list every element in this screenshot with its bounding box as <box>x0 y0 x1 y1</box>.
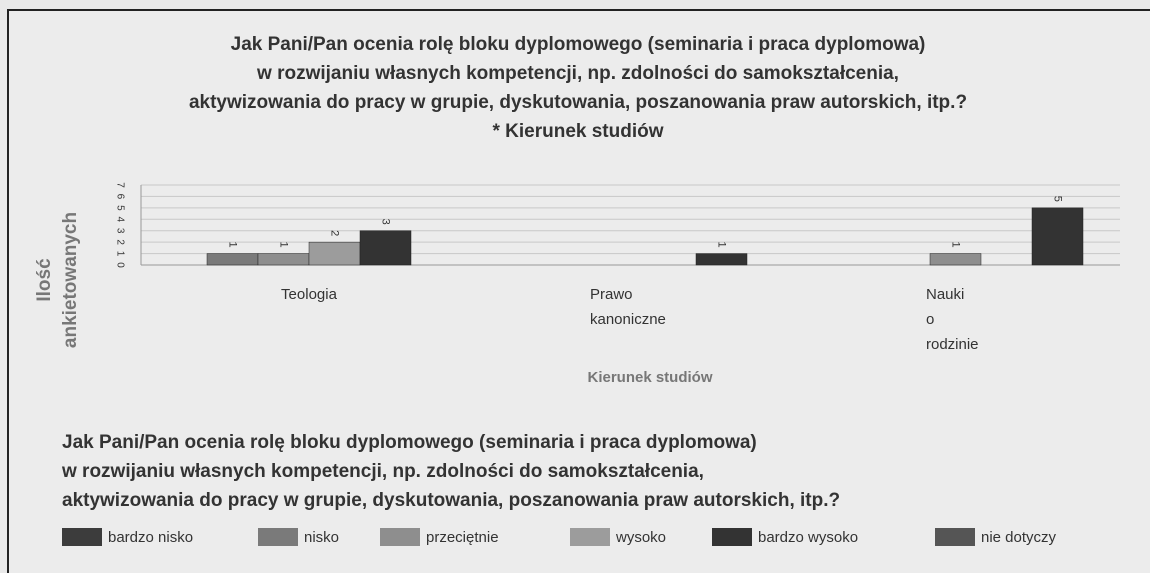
legend-swatch <box>712 528 752 546</box>
data-label: 1 <box>278 242 290 248</box>
x-tick-label-line: Nauki <box>926 286 964 303</box>
chart-title: * Kierunek studiów <box>492 121 663 142</box>
legend-label: nie dotyczy <box>981 529 1057 546</box>
x-axis-label: Kierunek studiów <box>587 369 712 386</box>
data-label: 5 <box>1052 196 1064 202</box>
y-axis-label: ankietowanych <box>60 212 81 348</box>
y-tick-label: 6 <box>114 194 125 200</box>
y-axis-label: Ilość <box>34 258 55 302</box>
x-tick-label-line: kanoniczne <box>590 311 666 328</box>
x-tick-label: Prawo kanoniczne <box>590 286 666 328</box>
legend-title: Jak Pani/Pan ocenia rolę bloku dyplomowe… <box>62 432 757 453</box>
data-label: 2 <box>329 230 341 236</box>
data-label: 1 <box>716 242 728 248</box>
y-tick-label: 5 <box>114 205 125 211</box>
legend-swatch <box>62 528 102 546</box>
y-tick-label: 3 <box>114 228 125 234</box>
data-label: 1 <box>950 242 962 248</box>
chart-title: aktywizowania do pracy w grupie, dyskuto… <box>189 92 967 113</box>
y-tick-label: 2 <box>114 239 125 245</box>
legend-label: bardzo nisko <box>108 529 193 546</box>
bar <box>206 253 259 266</box>
y-tick-label: 1 <box>114 251 125 257</box>
x-tick-label-line: rodzinie <box>926 336 979 353</box>
y-tick-label: 7 <box>114 182 125 188</box>
bar <box>695 253 748 266</box>
y-tick-label: 4 <box>114 217 125 223</box>
legend-swatch <box>935 528 975 546</box>
frame <box>7 9 1150 573</box>
x-tick-label: Nauki o rodzinie <box>926 286 979 353</box>
legend-title: aktywizowania do pracy w grupie, dyskuto… <box>62 490 840 511</box>
chart-title: w rozwijaniu własnych kompetencji, np. z… <box>256 63 899 84</box>
bar <box>1031 207 1084 266</box>
legend-title: w rozwijaniu własnych kompetencji, np. z… <box>61 461 704 482</box>
x-tick-label-line: Prawo <box>590 286 633 303</box>
legend-label: wysoko <box>615 529 666 546</box>
bar <box>359 230 412 266</box>
legend-swatch <box>570 528 610 546</box>
bar <box>308 241 361 266</box>
x-tick-label: Teologia <box>281 286 338 303</box>
bar <box>257 253 310 266</box>
legend-label: bardzo wysoko <box>758 529 858 546</box>
data-label: 1 <box>227 242 239 248</box>
legend-swatch <box>258 528 298 546</box>
bar <box>929 253 982 266</box>
legend-label: przeciętnie <box>426 529 499 546</box>
chart-title: Jak Pani/Pan ocenia rolę bloku dyplomowe… <box>231 34 926 55</box>
legend-label: nisko <box>304 529 339 546</box>
data-label: 3 <box>380 219 392 225</box>
x-tick-label-line: o <box>926 311 934 328</box>
legend-swatch <box>380 528 420 546</box>
y-tick-label: 0 <box>114 262 125 268</box>
